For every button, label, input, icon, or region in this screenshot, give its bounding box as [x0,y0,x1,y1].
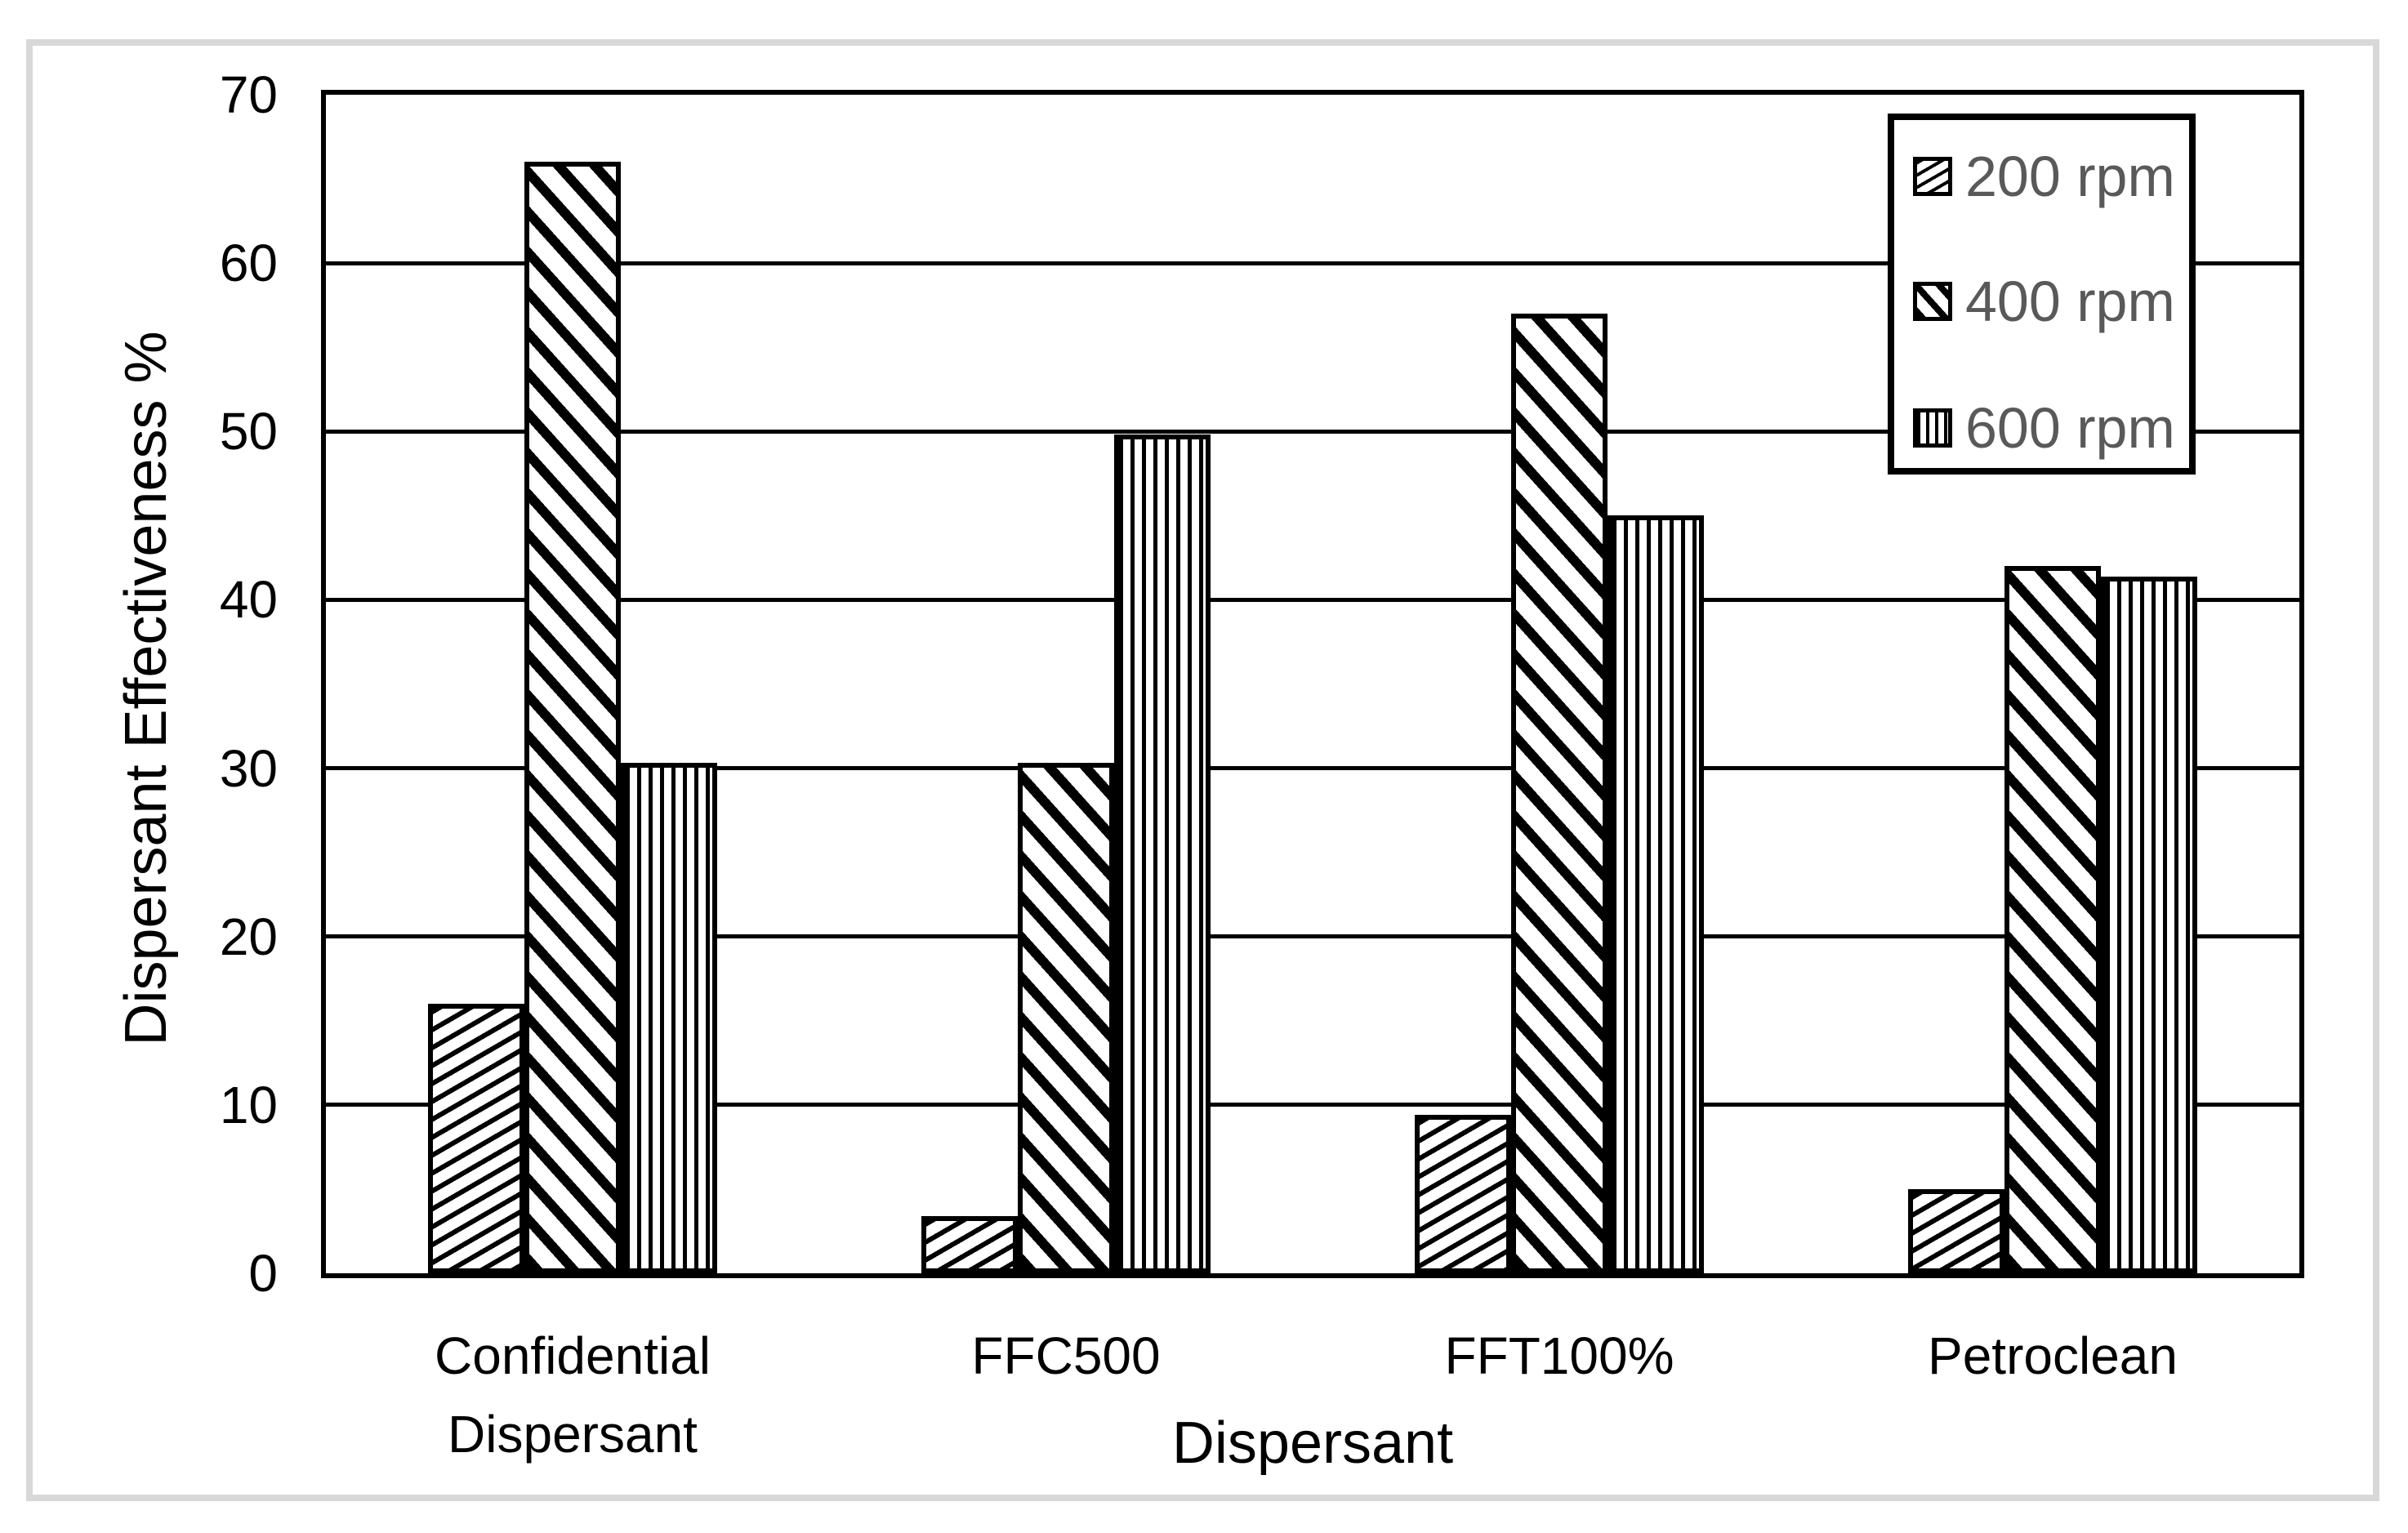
legend-item-600-rpm: 600 rpm [1913,396,2175,460]
gridline-y-30 [326,766,2299,771]
legend-item-200-rpm: 200 rpm [1913,145,2175,208]
chart-outer-frame [26,39,2379,1501]
x-axis-title: Dispersant [1171,1410,1454,1476]
bar-200-rpm-confidential-dispersant [428,1004,524,1273]
gridline-y-40 [326,597,2299,602]
legend-label-400-rpm: 400 rpm [1965,270,2175,333]
gridline-y-20 [326,934,2299,939]
legend-label-200-rpm: 200 rpm [1965,145,2175,208]
y-tick-label-60: 60 [219,234,278,293]
y-tick-label-0: 0 [248,1244,278,1303]
bar-600-rpm-confidential-dispersant [621,763,717,1273]
x-category-label-petroclean: Petroclean [1928,1326,2178,1385]
legend-swatch-400-rpm-icon [1913,282,1952,321]
x-category-label-ffc500: FFC500 [971,1326,1161,1385]
y-tick-label-20: 20 [219,907,278,966]
x-category-label-fft100: FFT100% [1444,1326,1674,1385]
x-category-label-confidential-dispersant: Confidential Dispersant [435,1326,711,1464]
y-tick-label-40: 40 [219,570,278,630]
y-tick-label-50: 50 [219,402,278,461]
bar-400-rpm-confidential-dispersant [524,162,621,1273]
bar-600-rpm-ffc500 [1114,434,1211,1273]
legend: 200 rpm 400 rpm 600 rpm [1888,114,2196,475]
bar-200-rpm-fft100 [1415,1115,1511,1273]
y-tick-label-70: 70 [219,65,278,124]
gridline-y-50 [326,429,2299,434]
y-axis-title: Dispersant Effectiveness % [114,331,179,1046]
bar-400-rpm-ffc500 [1018,763,1114,1273]
legend-swatch-600-rpm-icon [1913,408,1952,448]
legend-item-400-rpm: 400 rpm [1913,270,2175,333]
bar-200-rpm-petroclean [1908,1188,2004,1273]
bar-200-rpm-ffc500 [921,1215,1018,1273]
bar-400-rpm-petroclean [2004,566,2101,1273]
legend-label-600-rpm: 600 rpm [1965,396,2175,460]
y-tick-label-10: 10 [219,1075,278,1134]
gridline-y-10 [326,1103,2299,1107]
bar-600-rpm-fft100 [1608,515,1704,1273]
gridline-y-60 [326,261,2299,265]
bar-400-rpm-fft100 [1511,314,1608,1273]
plot-area [321,90,2304,1278]
y-tick-label-30: 30 [219,738,278,798]
legend-swatch-200-rpm-icon [1913,157,1952,196]
bar-600-rpm-petroclean [2101,576,2197,1273]
